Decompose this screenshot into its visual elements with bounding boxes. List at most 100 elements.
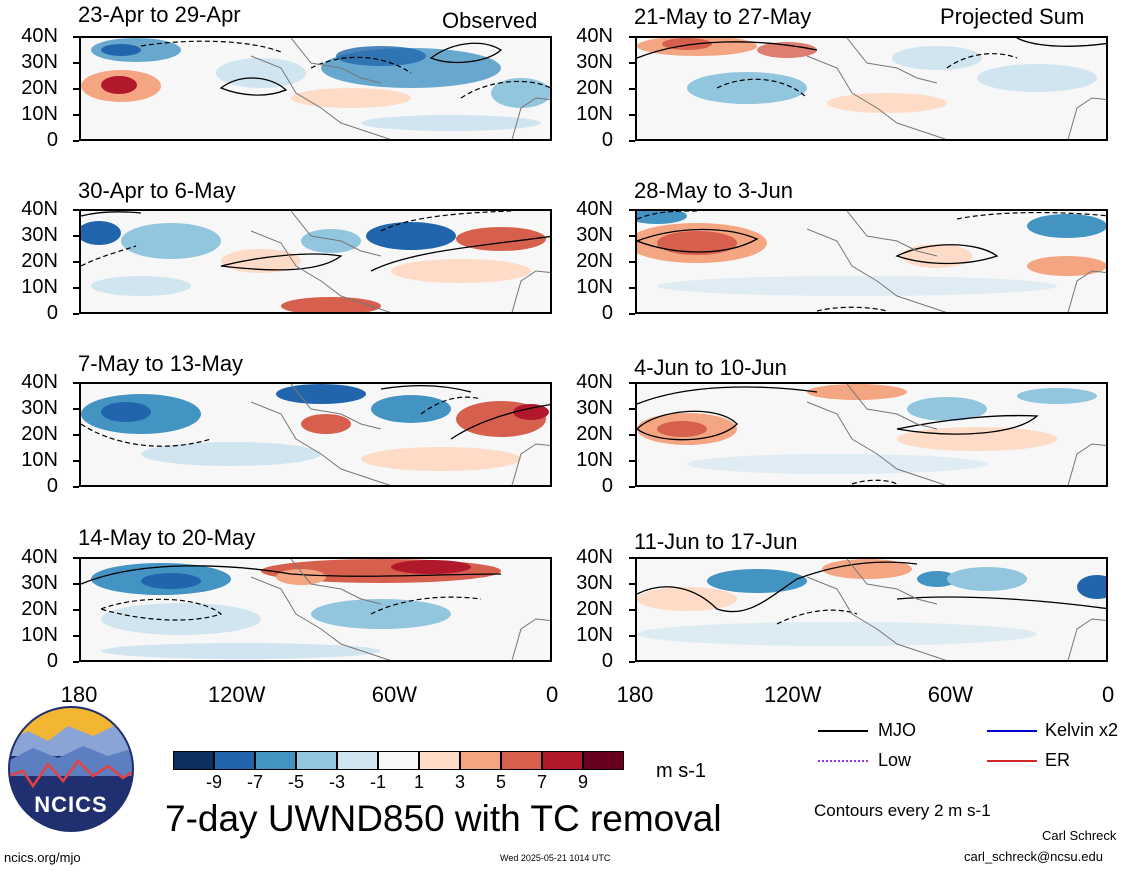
y-tick-mark [73,434,79,436]
y-tick-mark [629,408,635,410]
y-tick-mark [629,609,635,611]
y-tick-label: 40N [21,25,58,47]
y-tick-label: 30N [576,397,613,419]
colorbar-tick-label: -7 [246,772,263,792]
wind-anomaly-map [81,384,550,485]
x-tick-label: 180 [60,682,98,707]
y-tick-label: 40N [576,371,613,393]
logo-text: NCICS [34,792,108,817]
y-tick-mark [629,460,635,462]
y-tick-label: 0 [601,302,613,324]
map-area [79,36,552,141]
y-tick-mark [629,261,635,263]
panel-title: 4-Jun to 10-Jun [634,355,787,380]
contours-note: Contours every 2 m s-1 [814,801,991,820]
map-area [79,557,552,662]
y-tick-mark [73,382,79,384]
y-tick-label: 20N [576,77,613,99]
kelvin-line-icon [987,730,1037,732]
y-tick-label: 20N [576,598,613,620]
footer-url[interactable]: ncics.org/mjo [4,850,81,865]
y-tick-label: 10N [576,449,613,471]
map-area [635,557,1108,662]
y-tick-mark [73,114,79,116]
panel-title: 23-Apr to 29-Apr [78,2,241,27]
wind-anomaly-map [81,38,550,139]
y-tick-mark [629,313,635,315]
colorbar-swatch [337,751,378,770]
x-tick-label: 60W [927,682,974,707]
y-tick-mark [73,88,79,90]
main-title: 7-day UWND850 with TC removal [165,798,722,839]
y-tick-label: 30N [576,51,613,73]
colorbar-tick-label: 1 [413,772,424,792]
x-tick-label: 0 [545,682,559,707]
y-tick-label: 40N [576,546,613,568]
y-tick-label: 10N [576,103,613,125]
y-tick-label: 0 [601,129,613,151]
colorbar-tick-label: 7 [536,772,547,792]
y-tick-label: 10N [21,624,58,646]
y-tick-mark [629,557,635,559]
y-tick-mark [629,635,635,637]
y-tick-label: 0 [46,475,58,497]
y-tick-mark [73,36,79,38]
colorbar-swatch [501,751,542,770]
y-tick-label: 10N [21,449,58,471]
y-tick-mark [629,114,635,116]
y-tick-label: 0 [601,650,613,672]
y-tick-mark [73,313,79,315]
footer-timestamp: Wed 2025-05-21 1014 UTC [500,853,611,863]
y-tick-mark [73,62,79,64]
y-tick-mark [73,635,79,637]
y-tick-label: 10N [576,276,613,298]
y-tick-label: 30N [576,572,613,594]
y-tick-label: 20N [576,423,613,445]
y-tick-mark [73,408,79,410]
footer-email[interactable]: carl_schreck@ncsu.edu [964,849,1103,864]
y-tick-mark [73,460,79,462]
y-tick-mark [73,583,79,585]
y-tick-mark [73,261,79,263]
y-tick-mark [629,661,635,663]
low-line-icon [818,760,868,764]
legend-low: Low [878,750,912,770]
map-area [635,36,1108,141]
x-tick-label: 60W [371,682,418,707]
panel-title: 14-May to 20-May [78,525,256,550]
y-tick-label: 10N [21,276,58,298]
y-tick-label: 30N [21,397,58,419]
y-tick-label: 20N [21,250,58,272]
observed-label: Observed [442,8,538,33]
y-tick-mark [73,557,79,559]
colorbar-swatch [542,751,583,770]
y-tick-mark [73,209,79,211]
map-area [635,382,1108,487]
mjo-line-icon [818,730,868,732]
y-tick-mark [629,62,635,64]
projected-sum-label: Projected Sum [940,4,1085,29]
wind-anomaly-map [81,211,550,312]
y-tick-label: 30N [576,224,613,246]
colorbar-tick-label: 5 [495,772,506,792]
y-tick-label: 30N [21,572,58,594]
y-tick-label: 0 [46,129,58,151]
legend-er: ER [1045,750,1071,770]
panel-title: 21-May to 27-May [634,4,812,29]
panel-title: 30-Apr to 6-May [78,178,236,203]
y-tick-mark [73,661,79,663]
y-tick-mark [629,382,635,384]
y-tick-mark [629,209,635,211]
y-tick-mark [629,486,635,488]
colorbar-swatch [460,751,501,770]
y-tick-label: 10N [21,103,58,125]
y-tick-label: 20N [21,423,58,445]
y-tick-mark [629,88,635,90]
colorbar-swatch [419,751,460,770]
legend-kelvin: Kelvin x2 [1045,720,1119,740]
y-tick-label: 40N [576,198,613,220]
y-tick-mark [629,235,635,237]
panel-title: 11-Jun to 17-Jun [634,529,798,554]
colorbar-swatch [173,751,214,770]
colorbar-tick-label: -1 [369,772,386,792]
